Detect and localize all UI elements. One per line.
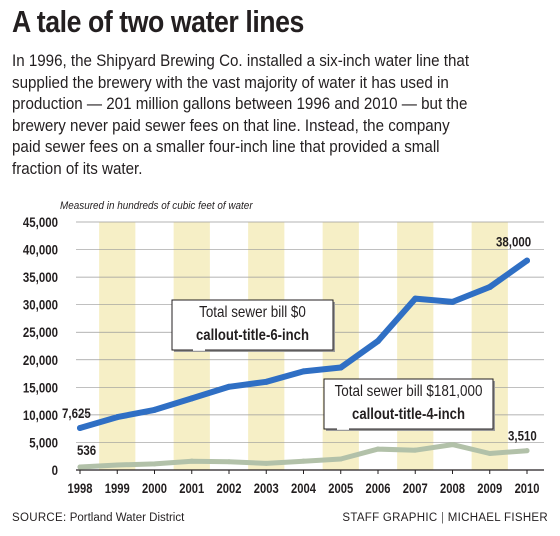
data-point xyxy=(337,364,344,371)
x-tick-label: 2005 xyxy=(328,481,353,496)
x-tick-label: 2004 xyxy=(291,481,316,496)
data-point xyxy=(338,456,344,462)
data-point xyxy=(301,458,306,464)
y-tick-label: 10,000 xyxy=(23,407,58,423)
intro-line: fraction of its water. xyxy=(12,159,143,178)
y-tick-label: 0 xyxy=(52,462,58,478)
data-point xyxy=(151,406,158,413)
intro-paragraph: In 1996, the Shipyard Brewing Co. instal… xyxy=(12,51,552,181)
x-tick-label: 2003 xyxy=(254,481,279,496)
data-point xyxy=(263,460,269,466)
year-band xyxy=(397,222,434,470)
data-point xyxy=(152,461,157,467)
callout-bill-6-inch: Total sewer bill $0 xyxy=(199,304,306,321)
source-note: SOURCE: Portland Water District xyxy=(12,512,184,524)
x-tick-label: 2010 xyxy=(515,481,540,496)
data-point xyxy=(375,338,381,345)
data-point xyxy=(486,284,493,291)
end-value-label: 3,510 xyxy=(508,428,537,444)
data-point xyxy=(114,414,121,421)
data-point xyxy=(300,368,307,375)
credit-left: STAFF GRAPHIC xyxy=(342,512,438,524)
undefined: callout-title-4-inch xyxy=(352,406,465,423)
data-point xyxy=(412,447,418,453)
x-tick-label: 2001 xyxy=(179,481,204,496)
source-value: Portland Water District xyxy=(69,512,185,524)
intro-line: In 1996, the Shipyard Brewing Co. instal… xyxy=(12,52,470,70)
x-tick-label: 2007 xyxy=(403,481,428,496)
data-point xyxy=(226,383,232,390)
x-tick-label: 2000 xyxy=(142,481,167,496)
x-tick-label: 2006 xyxy=(366,481,391,496)
intro-line: production — 201 million gallons between… xyxy=(12,95,468,114)
data-point xyxy=(189,458,195,464)
start-value-label: 7,625 xyxy=(62,405,91,421)
y-tick-label: 30,000 xyxy=(23,297,58,313)
data-point xyxy=(114,462,120,468)
data-point xyxy=(77,464,83,470)
year-band xyxy=(99,222,136,470)
intro-line: supplied the brewery with the vast major… xyxy=(12,73,449,92)
data-point xyxy=(375,446,381,452)
undefined: callout-title-6-inch xyxy=(196,327,309,344)
y-tick-label: 5,000 xyxy=(29,434,58,450)
page-title: A tale of two water lines xyxy=(12,4,304,39)
end-value-label: 38,000 xyxy=(496,233,531,249)
credit-right: MICHAEL FISHER xyxy=(447,512,548,524)
data-point xyxy=(412,295,419,302)
x-tick-label: 1998 xyxy=(68,481,93,496)
x-tick-label: 1999 xyxy=(105,481,130,496)
y-tick-label: 45,000 xyxy=(23,214,58,230)
x-tick-label: 2009 xyxy=(477,481,502,496)
data-point xyxy=(226,459,232,465)
credit-line: STAFF GRAPHIC | MICHAEL FISHER xyxy=(342,512,548,524)
year-band xyxy=(471,222,508,470)
y-tick-label: 15,000 xyxy=(23,379,58,395)
x-tick-label: 2002 xyxy=(217,481,242,496)
credit-separator: | xyxy=(440,512,445,524)
x-tick-label: 2008 xyxy=(440,481,465,496)
intro-line: brewery never paid sewer fees on that li… xyxy=(12,116,450,135)
callout-bill-4-inch: Total sewer bill $181,000 xyxy=(335,383,483,400)
unit-label: Measured in hundreds of cubic feet of wa… xyxy=(60,200,253,212)
y-tick-label: 35,000 xyxy=(23,269,58,285)
data-point xyxy=(263,378,270,385)
intro-line: paid sewer fees on a smaller four-inch l… xyxy=(12,138,440,157)
y-tick-label: 25,000 xyxy=(23,324,58,340)
data-point xyxy=(449,298,456,305)
data-point xyxy=(450,442,455,448)
start-value-label: 536 xyxy=(77,442,96,458)
data-point xyxy=(77,424,83,431)
y-tick-label: 20,000 xyxy=(23,352,58,368)
callout-box xyxy=(171,299,334,351)
data-point xyxy=(524,448,530,454)
data-point xyxy=(524,257,530,264)
source-key: SOURCE: xyxy=(12,512,67,524)
y-tick-label: 40,000 xyxy=(23,241,58,257)
data-point xyxy=(188,395,195,402)
data-point xyxy=(487,450,493,456)
callout-box xyxy=(323,378,494,430)
